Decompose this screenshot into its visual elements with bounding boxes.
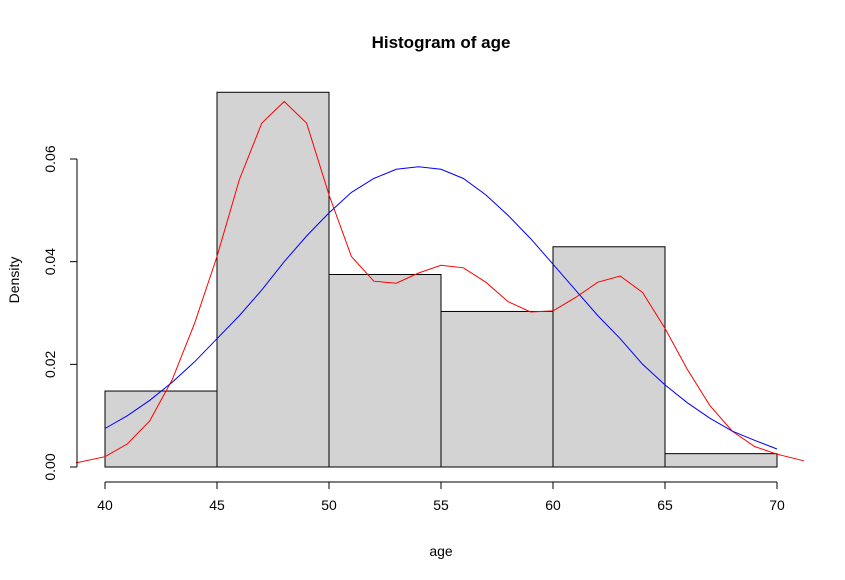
x-tick-label: 50 — [321, 497, 337, 513]
density-curves — [75, 100, 805, 464]
chart-title: Histogram of age — [372, 33, 511, 52]
x-tick-label: 60 — [545, 497, 561, 513]
x-tick-label: 65 — [657, 497, 673, 513]
x-axis-label: age — [429, 543, 453, 559]
y-tick-label: 0.02 — [42, 350, 58, 377]
y-axis-label: Density — [6, 257, 22, 304]
y-tick-label: 0.04 — [42, 248, 58, 275]
y-tick-label: 0.06 — [42, 145, 58, 172]
x-tick-label: 70 — [769, 497, 785, 513]
y-tick-label: 0.00 — [42, 453, 58, 480]
y-axis: 0.00 0.02 0.04 0.06 — [42, 145, 78, 481]
histogram-bar-4 — [440, 310, 554, 468]
histogram-bar-2 — [216, 91, 330, 468]
histogram-bars — [104, 91, 778, 468]
histogram-bar-3 — [328, 274, 442, 468]
x-tick-label: 45 — [209, 497, 225, 513]
histogram-bar-6 — [664, 453, 778, 468]
histogram-bar-1 — [104, 390, 218, 468]
histogram-bar-5 — [552, 246, 666, 468]
density-curve-1 — [75, 100, 805, 464]
x-tick-label: 40 — [97, 497, 113, 513]
density-curve-2 — [104, 166, 778, 450]
x-tick-label: 55 — [433, 497, 449, 513]
x-axis: 40 45 50 55 60 65 70 — [97, 481, 785, 513]
